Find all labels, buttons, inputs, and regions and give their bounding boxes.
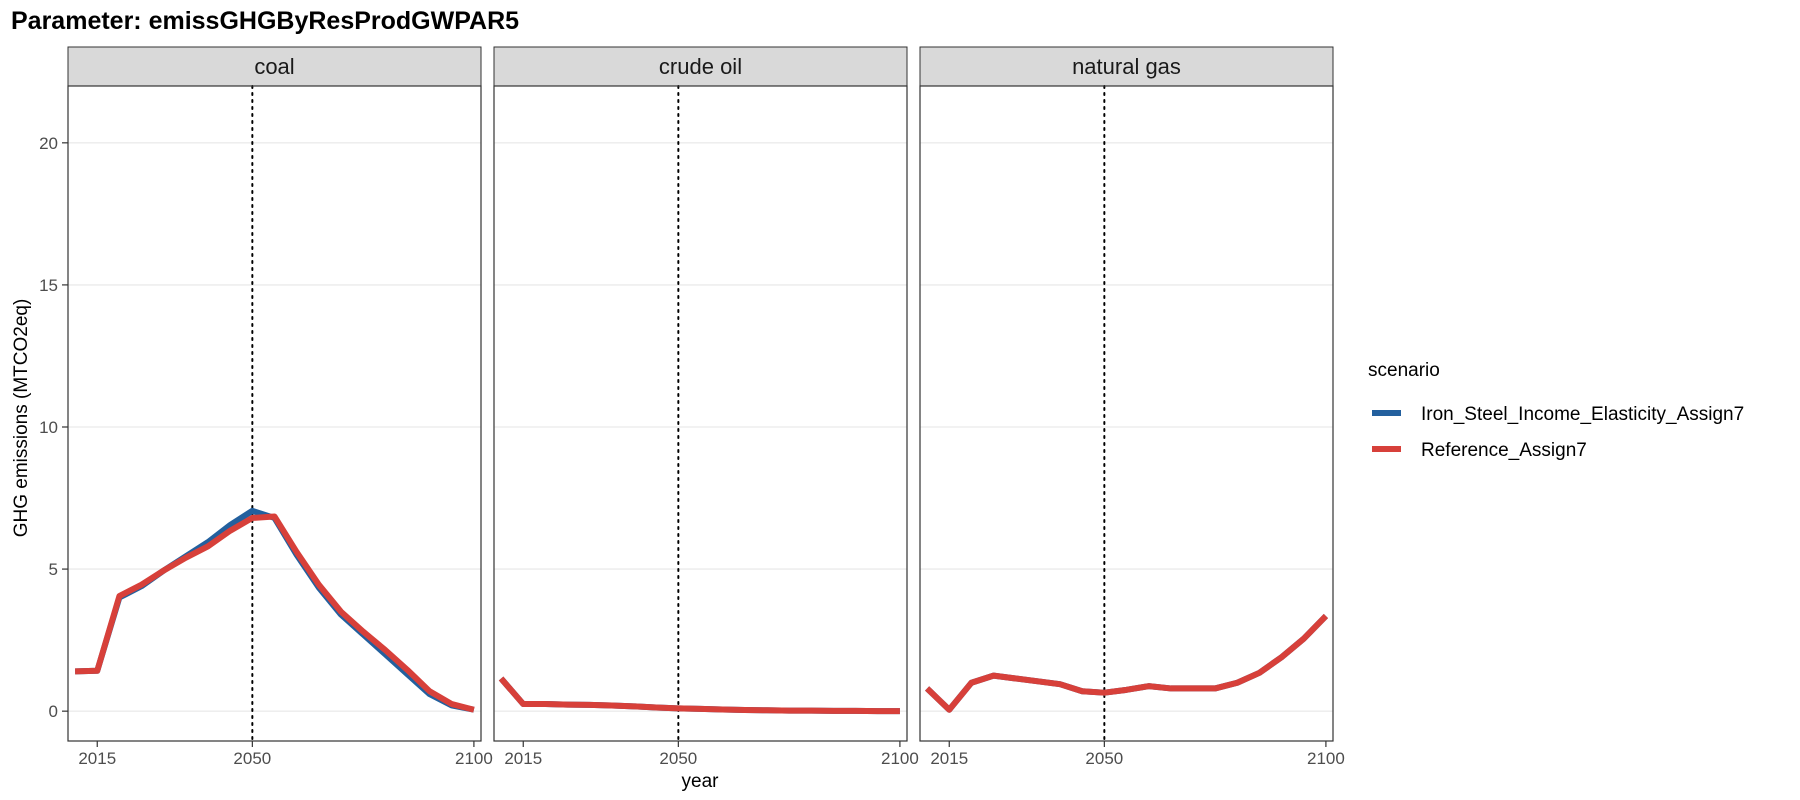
facet-panel: natural gas 2015 2050 2100 (919, 46, 1345, 768)
x-tick-label: 2015 (78, 749, 116, 768)
y-tick-label: 5 (49, 560, 58, 579)
facet-strip (67, 46, 482, 87)
y-tick-label: 10 (39, 418, 58, 437)
panel-background (68, 86, 481, 741)
chart-title: Parameter: emissGHGByResProdGWPAR5 (11, 7, 519, 35)
legend-title: scenario (1368, 360, 1440, 381)
facet-panel: coal 2015 2050 2100 0 5 10 15 20 (39, 46, 493, 768)
series-line (498, 676, 900, 715)
x-tick-label: 2015 (930, 749, 968, 768)
legend: scenario Iron_Steel_Income_Elasticity_As… (1368, 360, 1744, 461)
series-line (925, 613, 1329, 713)
panel-border (919, 85, 1334, 742)
x-axis-title: year (682, 771, 720, 792)
x-tick-label: 2015 (504, 749, 542, 768)
facet-strip (493, 46, 908, 87)
x-tick-label: 2050 (659, 749, 697, 768)
facet-strip-label: crude oil (659, 54, 742, 79)
legend-label: Iron_Steel_Income_Elasticity_Assign7 (1421, 404, 1744, 425)
facet-strip-label: coal (254, 54, 294, 79)
legend-entry: Reference_Assign7 (1372, 440, 1587, 461)
legend-label: Reference_Assign7 (1421, 440, 1587, 461)
legend-entry: Iron_Steel_Income_Elasticity_Assign7 (1372, 404, 1744, 425)
y-tick-label: 0 (49, 702, 58, 721)
facet-strip (919, 46, 1334, 87)
panel-background (494, 86, 907, 741)
facet-strip-label: natural gas (1072, 54, 1181, 79)
x-tick-label: 2050 (233, 749, 271, 768)
x-tick-label: 2050 (1085, 749, 1123, 768)
y-axis-title: GHG emissions (MTCO2eq) (11, 299, 32, 538)
panel-background (920, 86, 1333, 741)
y-tick-label: 15 (39, 276, 58, 295)
facet-panels: coal 2015 2050 2100 0 5 10 15 20 crude oil 2015 205… (39, 46, 1345, 768)
x-tick-label: 2100 (881, 749, 919, 768)
x-tick-label: 2100 (1307, 749, 1345, 768)
series-line (75, 513, 475, 713)
y-tick-label: 20 (39, 134, 58, 153)
panel-border (67, 85, 482, 742)
x-tick-label: 2100 (455, 749, 493, 768)
facet-panel: crude oil 2015 2050 2100 (493, 46, 919, 768)
panel-border (493, 85, 908, 742)
